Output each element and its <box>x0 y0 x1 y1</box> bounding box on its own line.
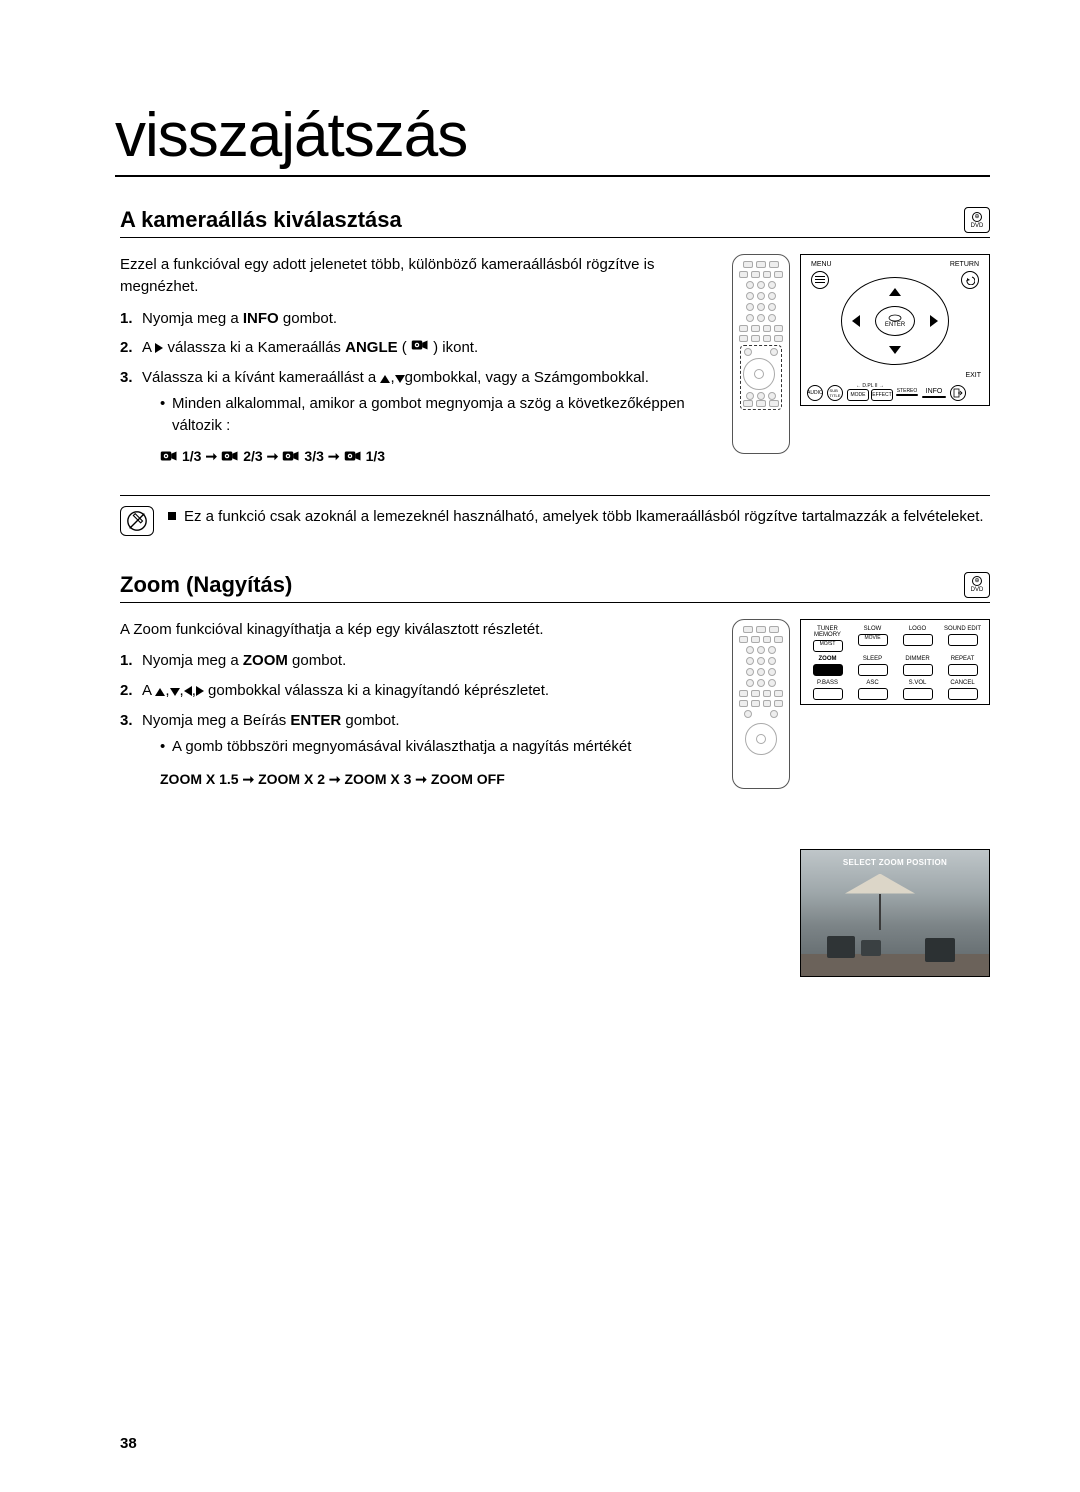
section2-header: Zoom (Nagyítás) ⊕ DVD <box>120 572 990 603</box>
camera-icon <box>344 449 362 463</box>
section1-note: Ez a funkció csak azoknál a lemezeknél h… <box>120 495 990 536</box>
left-arrow-icon <box>184 686 192 696</box>
section1-step1: Nyomja meg a INFO gombot. <box>120 308 712 330</box>
section2-title: Zoom (Nagyítás) <box>120 572 292 598</box>
down-arrow-icon <box>170 688 180 696</box>
section1-step2: A válassza ki a Kameraállás ANGLE ( ) ik… <box>120 337 712 359</box>
section2-step2: A ,,, gombokkal válassza ki a kinagyítan… <box>120 680 712 702</box>
section2-step1: Nyomja meg a ZOOM gombot. <box>120 650 712 672</box>
camera-icon <box>282 449 300 463</box>
section1-step3: Válassza ki a kívánt kameraállást a ,gom… <box>120 367 712 436</box>
dpad-detail-panel: MENU RETURN ENTER EXIT AUDIO SUB TITLE ←… <box>800 254 990 406</box>
camera-icon <box>411 338 429 352</box>
section1-title: A kameraállás kiválasztása <box>120 207 402 233</box>
camera-icon <box>160 449 178 463</box>
main-title: visszajátszás <box>115 100 990 177</box>
down-arrow-icon <box>395 375 405 383</box>
section2-step3: Nyomja meg a Beírás ENTER gombot. A gomb… <box>120 710 712 758</box>
right-arrow-icon <box>196 686 204 696</box>
section1-content: Ezzel a funkcióval egy adott jelenetet t… <box>120 254 990 467</box>
dvd-badge-icon: ⊕ DVD <box>964 572 990 598</box>
up-arrow-icon <box>380 375 390 383</box>
camera-icon <box>221 449 239 463</box>
section1-intro: Ezzel a funkcióval egy adott jelenetet t… <box>120 254 712 298</box>
section2-content: A Zoom funkcióval kinagyíthatja a kép eg… <box>120 619 990 977</box>
up-arrow-icon <box>155 688 165 696</box>
dpad-icon: ENTER <box>841 277 949 365</box>
dvd-badge-icon: ⊕ DVD <box>964 207 990 233</box>
exit-button-icon <box>950 385 966 401</box>
audio-button-icon: AUDIO <box>807 385 823 401</box>
zoom-sequence: ZOOM X 1.5 ➞ ZOOM X 2 ➞ ZOOM X 3 ➞ ZOOM … <box>160 769 712 789</box>
section1-header: A kameraállás kiválasztása ⊕ DVD <box>120 207 990 238</box>
remote-control-icon <box>732 254 790 454</box>
subtitle-button-icon: SUB TITLE <box>827 385 843 401</box>
menu-button-icon <box>811 271 829 289</box>
zoom-buttons-panel: TUNER MEMORYMO/ST SLOWMOVIE LOGO SOUND E… <box>800 619 990 705</box>
section2-bullet1: A gomb többszöri megnyomásával kiválaszt… <box>160 736 712 758</box>
note-icon <box>120 506 154 536</box>
section2-intro: A Zoom funkcióval kinagyíthatja a kép eg… <box>120 619 712 641</box>
zoom-preview-image: SELECT ZOOM POSITION <box>800 849 990 977</box>
page-number: 38 <box>120 1435 137 1452</box>
section1-bullet1: Minden alkalommal, amikor a gombot megny… <box>160 393 712 437</box>
return-button-icon <box>961 271 979 289</box>
remote-control-icon <box>732 619 790 789</box>
angle-sequence: 1/3 ➞ 2/3 ➞ 3/3 ➞ 1/3 <box>160 446 712 466</box>
